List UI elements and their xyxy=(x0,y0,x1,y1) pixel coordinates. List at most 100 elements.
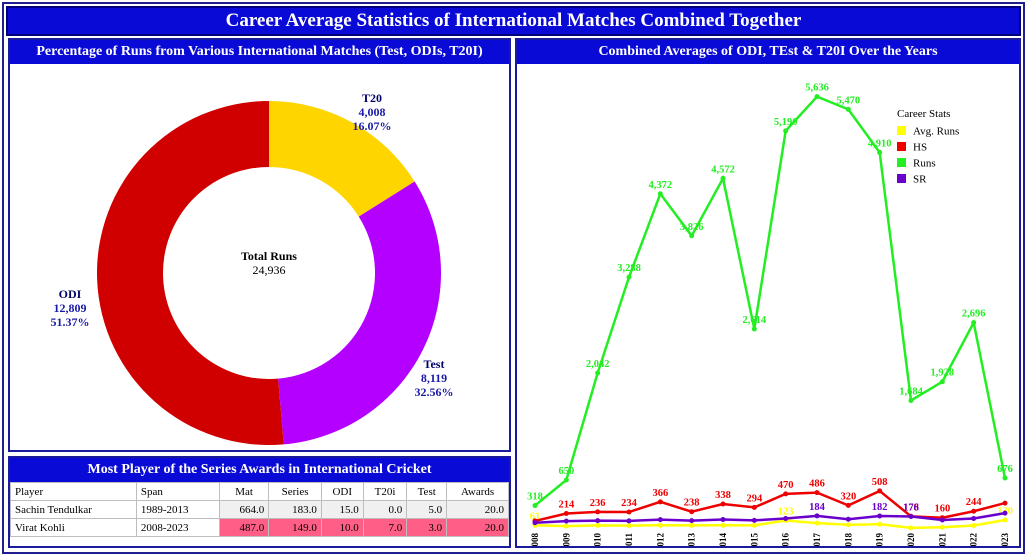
data-label: 236 xyxy=(590,498,606,509)
data-point xyxy=(751,517,757,523)
cell-test: 5.0 xyxy=(406,500,448,519)
legend-swatch xyxy=(897,126,906,135)
data-point xyxy=(626,518,632,524)
data-point xyxy=(751,326,757,332)
cell-mat: 487.0 xyxy=(218,518,270,537)
data-label: 244 xyxy=(966,497,983,508)
cell-mat: 664.0 xyxy=(218,500,270,519)
x-tick-label: 2018 xyxy=(843,533,853,547)
col-t20i: T20i xyxy=(362,482,408,501)
data-point xyxy=(877,149,883,155)
data-point xyxy=(1002,475,1008,481)
data-point xyxy=(657,517,663,523)
data-label: 4,372 xyxy=(649,180,673,191)
data-point xyxy=(1002,500,1008,506)
data-point xyxy=(626,523,632,529)
legend: Career Stats Avg. Runs HS Runs SR xyxy=(897,108,959,186)
data-point xyxy=(532,520,538,526)
data-point xyxy=(783,491,789,497)
donut-panel: Percentage of Runs from Various Internat… xyxy=(8,38,511,452)
x-tick-label: 2008 xyxy=(530,533,540,547)
data-point xyxy=(626,274,632,280)
data-label: 5,190 xyxy=(774,117,798,128)
data-label: 650 xyxy=(558,466,574,477)
cell-series: 183.0 xyxy=(268,500,322,519)
x-tick-label: 2009 xyxy=(561,533,571,547)
data-label: 318 xyxy=(527,492,543,503)
page-title: Career Average Statistics of Internation… xyxy=(6,6,1021,36)
slice-t20 xyxy=(269,101,415,217)
col-test: Test xyxy=(406,482,448,501)
data-label: 294 xyxy=(746,493,763,504)
center-value: 24,936 xyxy=(253,263,286,277)
data-label: 178 xyxy=(903,502,919,513)
data-label: 320 xyxy=(840,491,856,502)
slice-name: T20 xyxy=(362,91,382,105)
data-point xyxy=(657,191,663,197)
data-point xyxy=(814,490,820,496)
data-point xyxy=(720,516,726,522)
slice-name: Test xyxy=(424,357,445,371)
cell-odi: 15.0 xyxy=(320,500,364,519)
col-span: Span xyxy=(135,482,220,501)
data-label: 486 xyxy=(809,479,825,490)
x-tick-label: 2010 xyxy=(593,533,603,547)
data-point xyxy=(657,522,663,528)
slice-value: 8,119 xyxy=(421,371,447,385)
series-line-avg-runs xyxy=(534,518,1006,530)
data-point xyxy=(689,509,695,515)
data-point xyxy=(689,518,695,524)
data-point xyxy=(563,477,569,483)
data-label: 2,042 xyxy=(586,359,610,370)
data-label: 1,928 xyxy=(931,368,955,379)
data-point xyxy=(845,502,851,508)
data-point xyxy=(1002,517,1008,523)
data-point xyxy=(720,501,726,507)
data-label: 366 xyxy=(652,488,668,499)
data-label: 676 xyxy=(997,464,1013,475)
data-point xyxy=(971,515,977,521)
col-odi: ODI xyxy=(320,482,364,501)
legend-item: SR xyxy=(913,174,927,186)
data-point xyxy=(939,517,945,523)
data-label: 2,614 xyxy=(743,315,767,326)
col-awards: Awards xyxy=(446,482,509,501)
cell-test: 3.0 xyxy=(406,518,448,537)
data-point xyxy=(877,521,883,527)
data-point xyxy=(814,94,820,100)
data-label: 2,696 xyxy=(962,309,986,320)
data-label: 4,572 xyxy=(711,164,735,175)
data-label: 4,910 xyxy=(868,138,892,149)
data-point xyxy=(783,515,789,521)
data-label: 182 xyxy=(872,502,888,513)
data-label: 3,826 xyxy=(680,222,704,233)
legend-swatch xyxy=(897,174,906,183)
data-point xyxy=(939,524,945,530)
x-tick-label: 2015 xyxy=(749,533,759,547)
data-point xyxy=(720,175,726,181)
data-point xyxy=(877,488,883,494)
slice-value: 4,008 xyxy=(359,105,386,119)
data-label: 5,636 xyxy=(805,83,829,94)
data-label: 1,684 xyxy=(899,387,923,398)
legend-item: HS xyxy=(913,142,927,154)
x-tick-label: 2014 xyxy=(718,533,728,547)
data-point xyxy=(689,233,695,239)
col-series: Series xyxy=(268,482,322,501)
data-point xyxy=(689,522,695,528)
data-point xyxy=(783,128,789,134)
data-point xyxy=(720,522,726,528)
table-row: Virat Kohli 2008-2023 487.0 149.0 10.0 7… xyxy=(10,518,509,537)
data-point xyxy=(971,508,977,514)
data-label: 61 xyxy=(530,511,541,522)
x-tick-label: 2016 xyxy=(781,533,791,547)
data-point xyxy=(595,518,601,524)
slice-value: 12,809 xyxy=(54,301,87,315)
x-tick-label: 2013 xyxy=(687,533,697,547)
legend-swatch xyxy=(897,158,906,167)
x-tick-label: 2022 xyxy=(969,533,979,547)
cell-t20i: 0.0 xyxy=(362,500,408,519)
awards-title: Most Player of the Series Awards in Inte… xyxy=(10,458,509,482)
data-point xyxy=(939,379,945,385)
